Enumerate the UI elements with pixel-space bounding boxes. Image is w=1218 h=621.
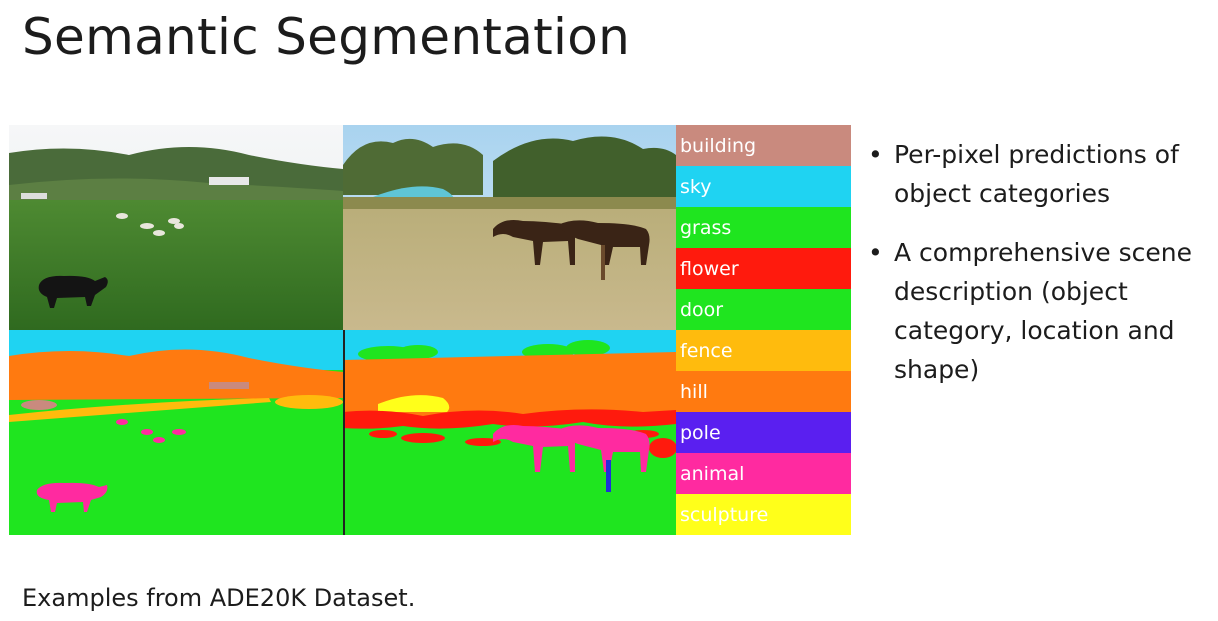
legend-item-grass: grass xyxy=(676,207,851,248)
legend-item-door: door xyxy=(676,289,851,330)
legend-item-flower: flower xyxy=(676,248,851,289)
bullet-item: A comprehensive scene description (objec… xyxy=(868,233,1213,389)
legend-label: sky xyxy=(680,175,712,198)
legend-label: hill xyxy=(680,380,708,403)
legend-item-sky: sky xyxy=(676,166,851,207)
legend-label: sculpture xyxy=(680,503,769,526)
legend-label: flower xyxy=(680,257,739,280)
legend-item-fence: fence xyxy=(676,330,851,371)
legend-item-building: building xyxy=(676,125,851,166)
segmentation-figure: building sky grass flower door fence hill pole a… xyxy=(9,125,851,535)
class-legend: building sky grass flower door fence hill pole a… xyxy=(676,125,851,535)
bullet-list: Per-pixel predictions of object categori… xyxy=(868,135,1213,409)
legend-label: grass xyxy=(680,216,732,239)
legend-item-pole: pole xyxy=(676,412,851,453)
photo-sheep xyxy=(9,125,343,330)
legend-label: animal xyxy=(680,462,745,485)
legend-label: pole xyxy=(680,421,721,444)
photo-horses xyxy=(343,125,676,330)
legend-item-sculpture: sculpture xyxy=(676,494,851,535)
legend-label: fence xyxy=(680,339,733,362)
legend-item-animal: animal xyxy=(676,453,851,494)
slide-title: Semantic Segmentation xyxy=(22,8,631,66)
bullet-item: Per-pixel predictions of object categori… xyxy=(868,135,1213,213)
segmentation-horses xyxy=(343,330,676,535)
segmentation-sheep xyxy=(9,330,343,535)
legend-label: door xyxy=(680,298,724,321)
legend-label: building xyxy=(680,134,757,157)
figure-caption: Examples from ADE20K Dataset. xyxy=(22,584,416,612)
legend-item-hill: hill xyxy=(676,371,851,412)
